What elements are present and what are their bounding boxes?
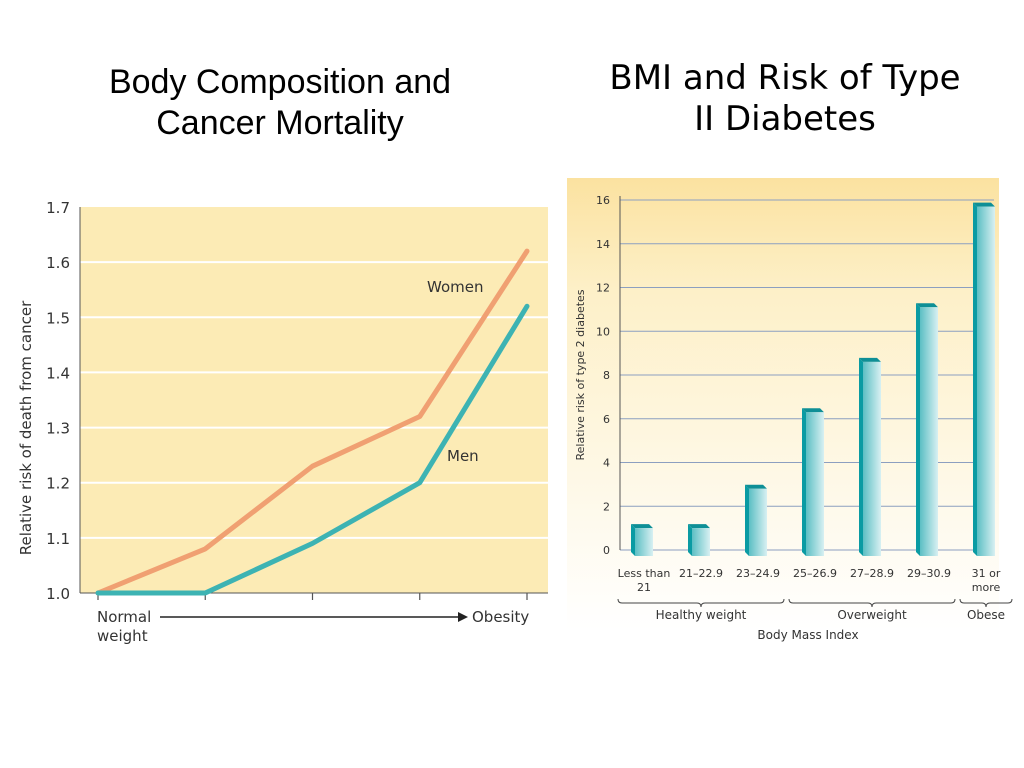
left-slide-title: Body Composition and Cancer Mortality [108, 63, 452, 142]
bar [977, 206, 995, 556]
bar [635, 528, 653, 556]
bar-side [688, 524, 692, 556]
y-tick-label: 10 [596, 325, 610, 338]
y-tick-label: 4 [603, 457, 610, 470]
y-axis-label: Relative risk of death from cancer [17, 300, 35, 555]
series-label-men: Men [447, 447, 479, 465]
y-tick-label: 1.3 [46, 420, 70, 438]
plot-background [80, 207, 548, 593]
bar-top [859, 357, 881, 362]
right-slide-title: BMI and Risk of Type II Diabetes [609, 58, 961, 139]
group-brace [788, 598, 956, 608]
bar-side [859, 357, 863, 556]
bar-top [631, 524, 653, 529]
x-tick-label: 27–28.9 [850, 567, 894, 580]
y-tick-label: 2 [603, 500, 610, 513]
bar [749, 488, 767, 556]
x-arrow-head [458, 612, 468, 622]
bar-side [631, 524, 635, 556]
y-tick-label: 1.0 [46, 585, 70, 603]
bar-top [973, 202, 995, 207]
x-tick-label: 21–22.9 [679, 567, 723, 580]
x-axis-label: Body Mass Index [757, 628, 858, 642]
y-tick-label: 8 [603, 369, 610, 382]
bar [806, 412, 824, 556]
bar-side [973, 202, 977, 556]
cancer-mortality-chart: 1.0 1.1 1.2 1.3 1.4 1.5 1.6 1.7 Relative risk of… [17, 199, 548, 645]
x-tick-label: Less than [618, 567, 671, 580]
y-tick-label: 14 [596, 238, 610, 251]
bar-top [688, 524, 710, 529]
x-label-start: Normal [97, 608, 151, 626]
y-tick-label: 1.6 [46, 254, 70, 272]
bar [863, 361, 881, 556]
group-brace [617, 598, 785, 608]
y-tick-label: 1.5 [46, 309, 70, 327]
group-label: Healthy weight [656, 608, 747, 622]
x-tick-label: 23–24.9 [736, 567, 780, 580]
y-tick-label: 0 [603, 544, 610, 557]
bar-top [802, 408, 824, 413]
x-tick-label: 31 or [972, 567, 1001, 580]
group-label: Overweight [837, 608, 907, 622]
bar-side [802, 408, 806, 556]
bar-side [916, 303, 920, 556]
y-tick-label: 1.4 [46, 364, 70, 382]
y-tick-label: 16 [596, 194, 610, 207]
bar-side [745, 484, 749, 556]
y-tick-label: 12 [596, 282, 610, 295]
x-label-start-line2: weight [97, 627, 148, 645]
x-tick-label: 29–30.9 [907, 567, 951, 580]
y-tick-label: 1.1 [46, 530, 70, 548]
series-line-men [95, 303, 530, 596]
diabetes-risk-chart: 0 2 4 6 8 10 12 14 16 Relative risk of type 2 dia… [567, 178, 1013, 642]
bar [920, 307, 938, 556]
y-tick-label: 6 [603, 413, 610, 426]
bar [692, 528, 710, 556]
x-tick-label: 21 [637, 581, 651, 594]
group-label: Obese [967, 608, 1005, 622]
series-line-women [95, 248, 530, 596]
bar-top [745, 484, 767, 489]
y-axis-label: Relative risk of type 2 diabetes [574, 289, 587, 460]
bar-top [916, 303, 938, 308]
x-tick-label: more [972, 581, 1001, 594]
y-tick-label: 1.2 [46, 475, 70, 493]
x-tick-label: 25–26.9 [793, 567, 837, 580]
series-label-women: Women [427, 278, 483, 296]
x-label-end: Obesity [472, 608, 529, 626]
y-tick-label: 1.7 [46, 199, 70, 217]
group-brace [959, 598, 1013, 608]
